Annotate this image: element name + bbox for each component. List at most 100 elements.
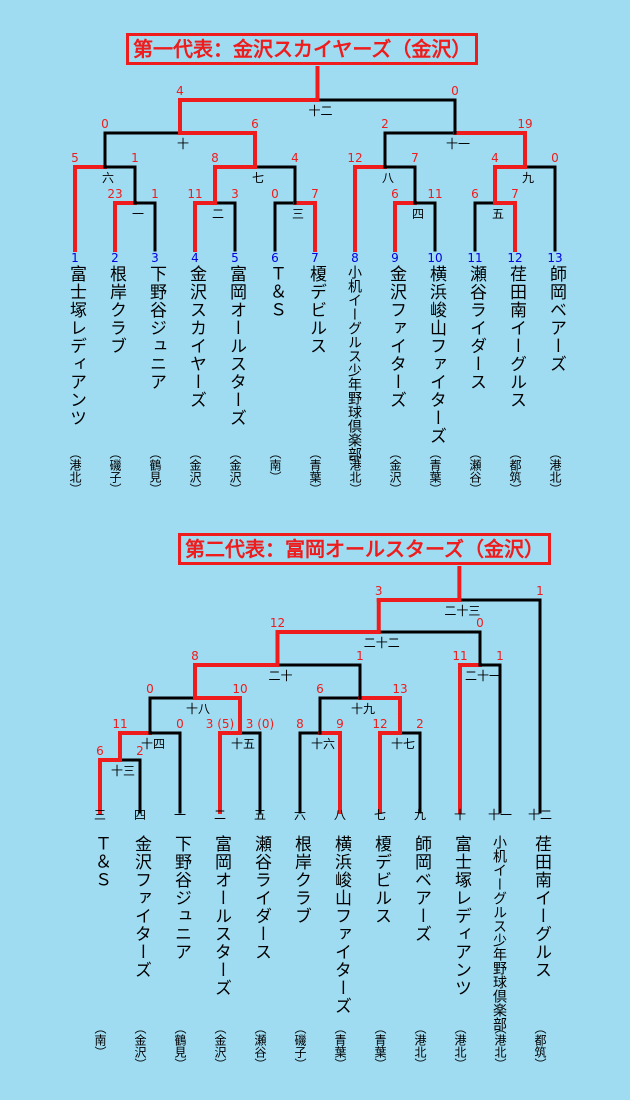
match-score-left: 23 xyxy=(107,187,122,201)
team-name: 金沢ファイターズ xyxy=(131,835,151,979)
team-seed: 十一 xyxy=(487,808,512,822)
match-number: 七 xyxy=(252,171,264,185)
match-score-left: 2 xyxy=(381,117,389,131)
team-region: （南） xyxy=(268,447,282,483)
match-number: 二十二 xyxy=(364,636,400,650)
match-score-right: 0 xyxy=(176,717,184,731)
team-region: （瀬谷） xyxy=(253,1022,267,1070)
match-number: 十二 xyxy=(308,104,332,118)
match-score-left: 0 xyxy=(146,682,154,696)
match-score-right: 3 xyxy=(231,187,239,201)
team-region: （港北） xyxy=(348,447,362,495)
team-seed: 1 xyxy=(71,251,79,265)
team-name: 金沢スカイヤーズ xyxy=(186,265,206,409)
team-seed: 5 xyxy=(231,251,239,265)
team-region: （金沢） xyxy=(388,447,402,495)
team-region: （磯子） xyxy=(108,447,122,495)
match-score-right: 19 xyxy=(517,117,532,131)
team-name: 師岡ベアーズ xyxy=(411,835,431,943)
team-region: （都筑） xyxy=(508,447,522,495)
team-seed: 7 xyxy=(311,251,319,265)
team-region: （港北） xyxy=(548,447,562,495)
team-name: 榎デビルス xyxy=(306,265,326,355)
team-name: 根岸クラブ xyxy=(106,265,126,355)
team-name: 富士塚レディアンツ xyxy=(66,265,86,427)
team-name: Ｔ＆Ｓ xyxy=(266,265,286,319)
match-score-right: 0 xyxy=(451,84,459,98)
team-name: 荏田南イーグルス xyxy=(506,265,526,409)
match-score-left: 3 (5) xyxy=(206,717,234,731)
team-seed: 4 xyxy=(191,251,199,265)
team-name: 瀬谷ライダース xyxy=(466,265,486,391)
team-seed: 八 xyxy=(333,808,346,822)
match-number: 二十一 xyxy=(465,669,501,683)
match-score-right: 9 xyxy=(336,717,344,731)
match-score-right: 6 xyxy=(251,117,259,131)
match-score-left: 4 xyxy=(176,84,184,98)
match-score-left: 8 xyxy=(211,151,219,165)
match-score-right: 3 (0) xyxy=(246,717,274,731)
team-name: 瀬谷ライダース xyxy=(251,835,271,961)
match-score-right: 2 xyxy=(416,717,424,731)
team-seed: 10 xyxy=(427,251,443,265)
team-region: （青葉） xyxy=(373,1022,387,1070)
team-name: 小机イーグルス少年野球倶楽部 xyxy=(346,265,362,461)
team-seed: 十 xyxy=(453,808,466,822)
team-region: （瀬谷） xyxy=(468,447,482,495)
match-number: 八 xyxy=(382,171,394,185)
match-score-left: 6 xyxy=(391,187,399,201)
team-seed: 12 xyxy=(507,251,523,265)
team-name: 金沢ファイターズ xyxy=(386,265,406,409)
team-seed: 十二 xyxy=(527,808,552,822)
match-number: 十九 xyxy=(351,702,375,716)
match-score-left: 8 xyxy=(296,717,304,731)
team-seed: 2 xyxy=(111,251,119,265)
team-name: 横浜峻山ファイターズ xyxy=(331,835,351,1015)
team-name: 根岸クラブ xyxy=(291,835,311,925)
team-name: 下野谷ジュニア xyxy=(171,835,191,961)
match-score-left: 12 xyxy=(372,717,387,731)
top-title: 第一代表：金沢スカイヤーズ（金沢） xyxy=(126,33,479,65)
team-name: Ｔ＆Ｓ xyxy=(91,835,111,889)
match-score-left: 3 xyxy=(375,584,383,598)
team-region: （青葉） xyxy=(428,447,442,495)
team-region: （青葉） xyxy=(308,447,322,495)
match-score-left: 12 xyxy=(270,616,285,630)
team-region: （港北） xyxy=(493,1022,507,1070)
team-name: 小机イーグルス少年野球倶楽部 xyxy=(491,835,507,1031)
team-name: 師岡ベアーズ xyxy=(546,265,566,373)
team-seed: 三 xyxy=(93,808,106,822)
team-seed: 9 xyxy=(391,251,399,265)
team-region: （港北） xyxy=(413,1022,427,1070)
match-score-right: 7 xyxy=(311,187,319,201)
match-number: 九 xyxy=(522,171,534,185)
team-region: （南） xyxy=(93,1022,107,1058)
team-region: （金沢） xyxy=(188,447,202,495)
match-score-right: 1 xyxy=(536,584,544,598)
match-score-right: 11 xyxy=(427,187,442,201)
match-number: 十八 xyxy=(186,702,210,716)
match-score-right: 0 xyxy=(476,616,484,630)
match-score-left: 11 xyxy=(112,717,127,731)
team-name: 榎デビルス xyxy=(371,835,391,925)
team-name: 富岡オールスターズ xyxy=(211,835,231,997)
match-score-left: 0 xyxy=(101,117,109,131)
match-score-left: 6 xyxy=(316,682,324,696)
match-score-right: 10 xyxy=(232,682,247,696)
team-region: （金沢） xyxy=(228,447,242,495)
team-seed: 四 xyxy=(133,808,146,822)
match-number: 五 xyxy=(492,207,504,221)
match-score-right: 2 xyxy=(136,744,144,758)
team-seed: 一 xyxy=(173,808,186,822)
team-seed: 七 xyxy=(373,808,386,822)
match-score-left: 6 xyxy=(471,187,479,201)
match-number: 十四 xyxy=(141,737,165,751)
match-number: 十 xyxy=(177,137,189,151)
match-score-left: 4 xyxy=(491,151,499,165)
team-name: 荏田南イーグルス xyxy=(531,835,551,979)
match-score-right: 13 xyxy=(392,682,407,696)
team-region: （磯子） xyxy=(293,1022,307,1070)
team-seed: 五 xyxy=(253,808,266,822)
team-seed: 六 xyxy=(293,808,306,822)
